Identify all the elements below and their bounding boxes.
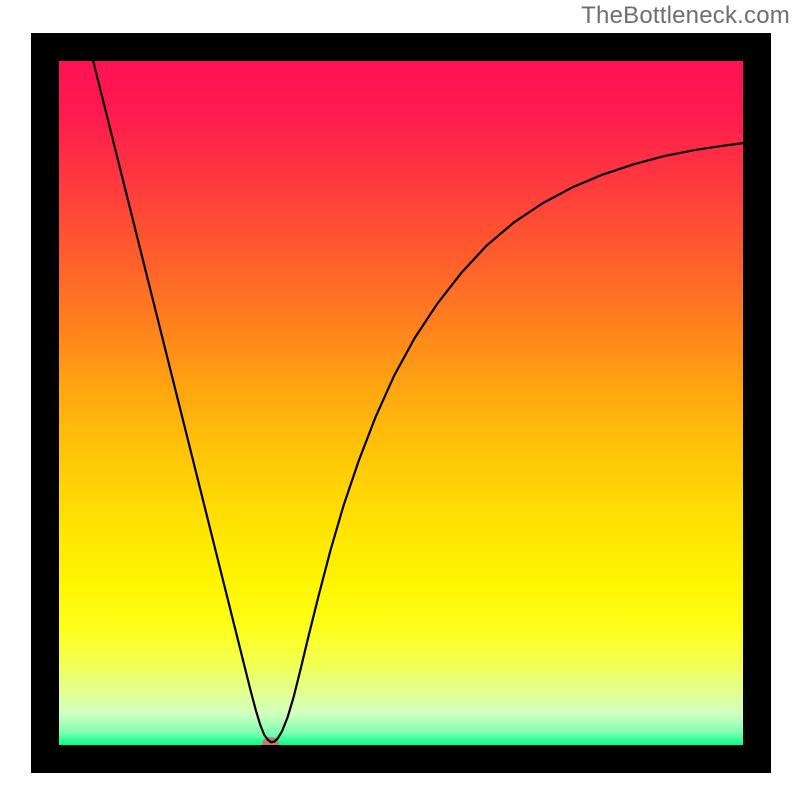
chart-stage: TheBottleneck.com	[0, 0, 800, 800]
watermark-text: TheBottleneck.com	[581, 2, 790, 30]
bottleneck-chart	[0, 0, 800, 800]
plot-area	[59, 61, 743, 749]
plot-gradient-background	[59, 61, 743, 745]
